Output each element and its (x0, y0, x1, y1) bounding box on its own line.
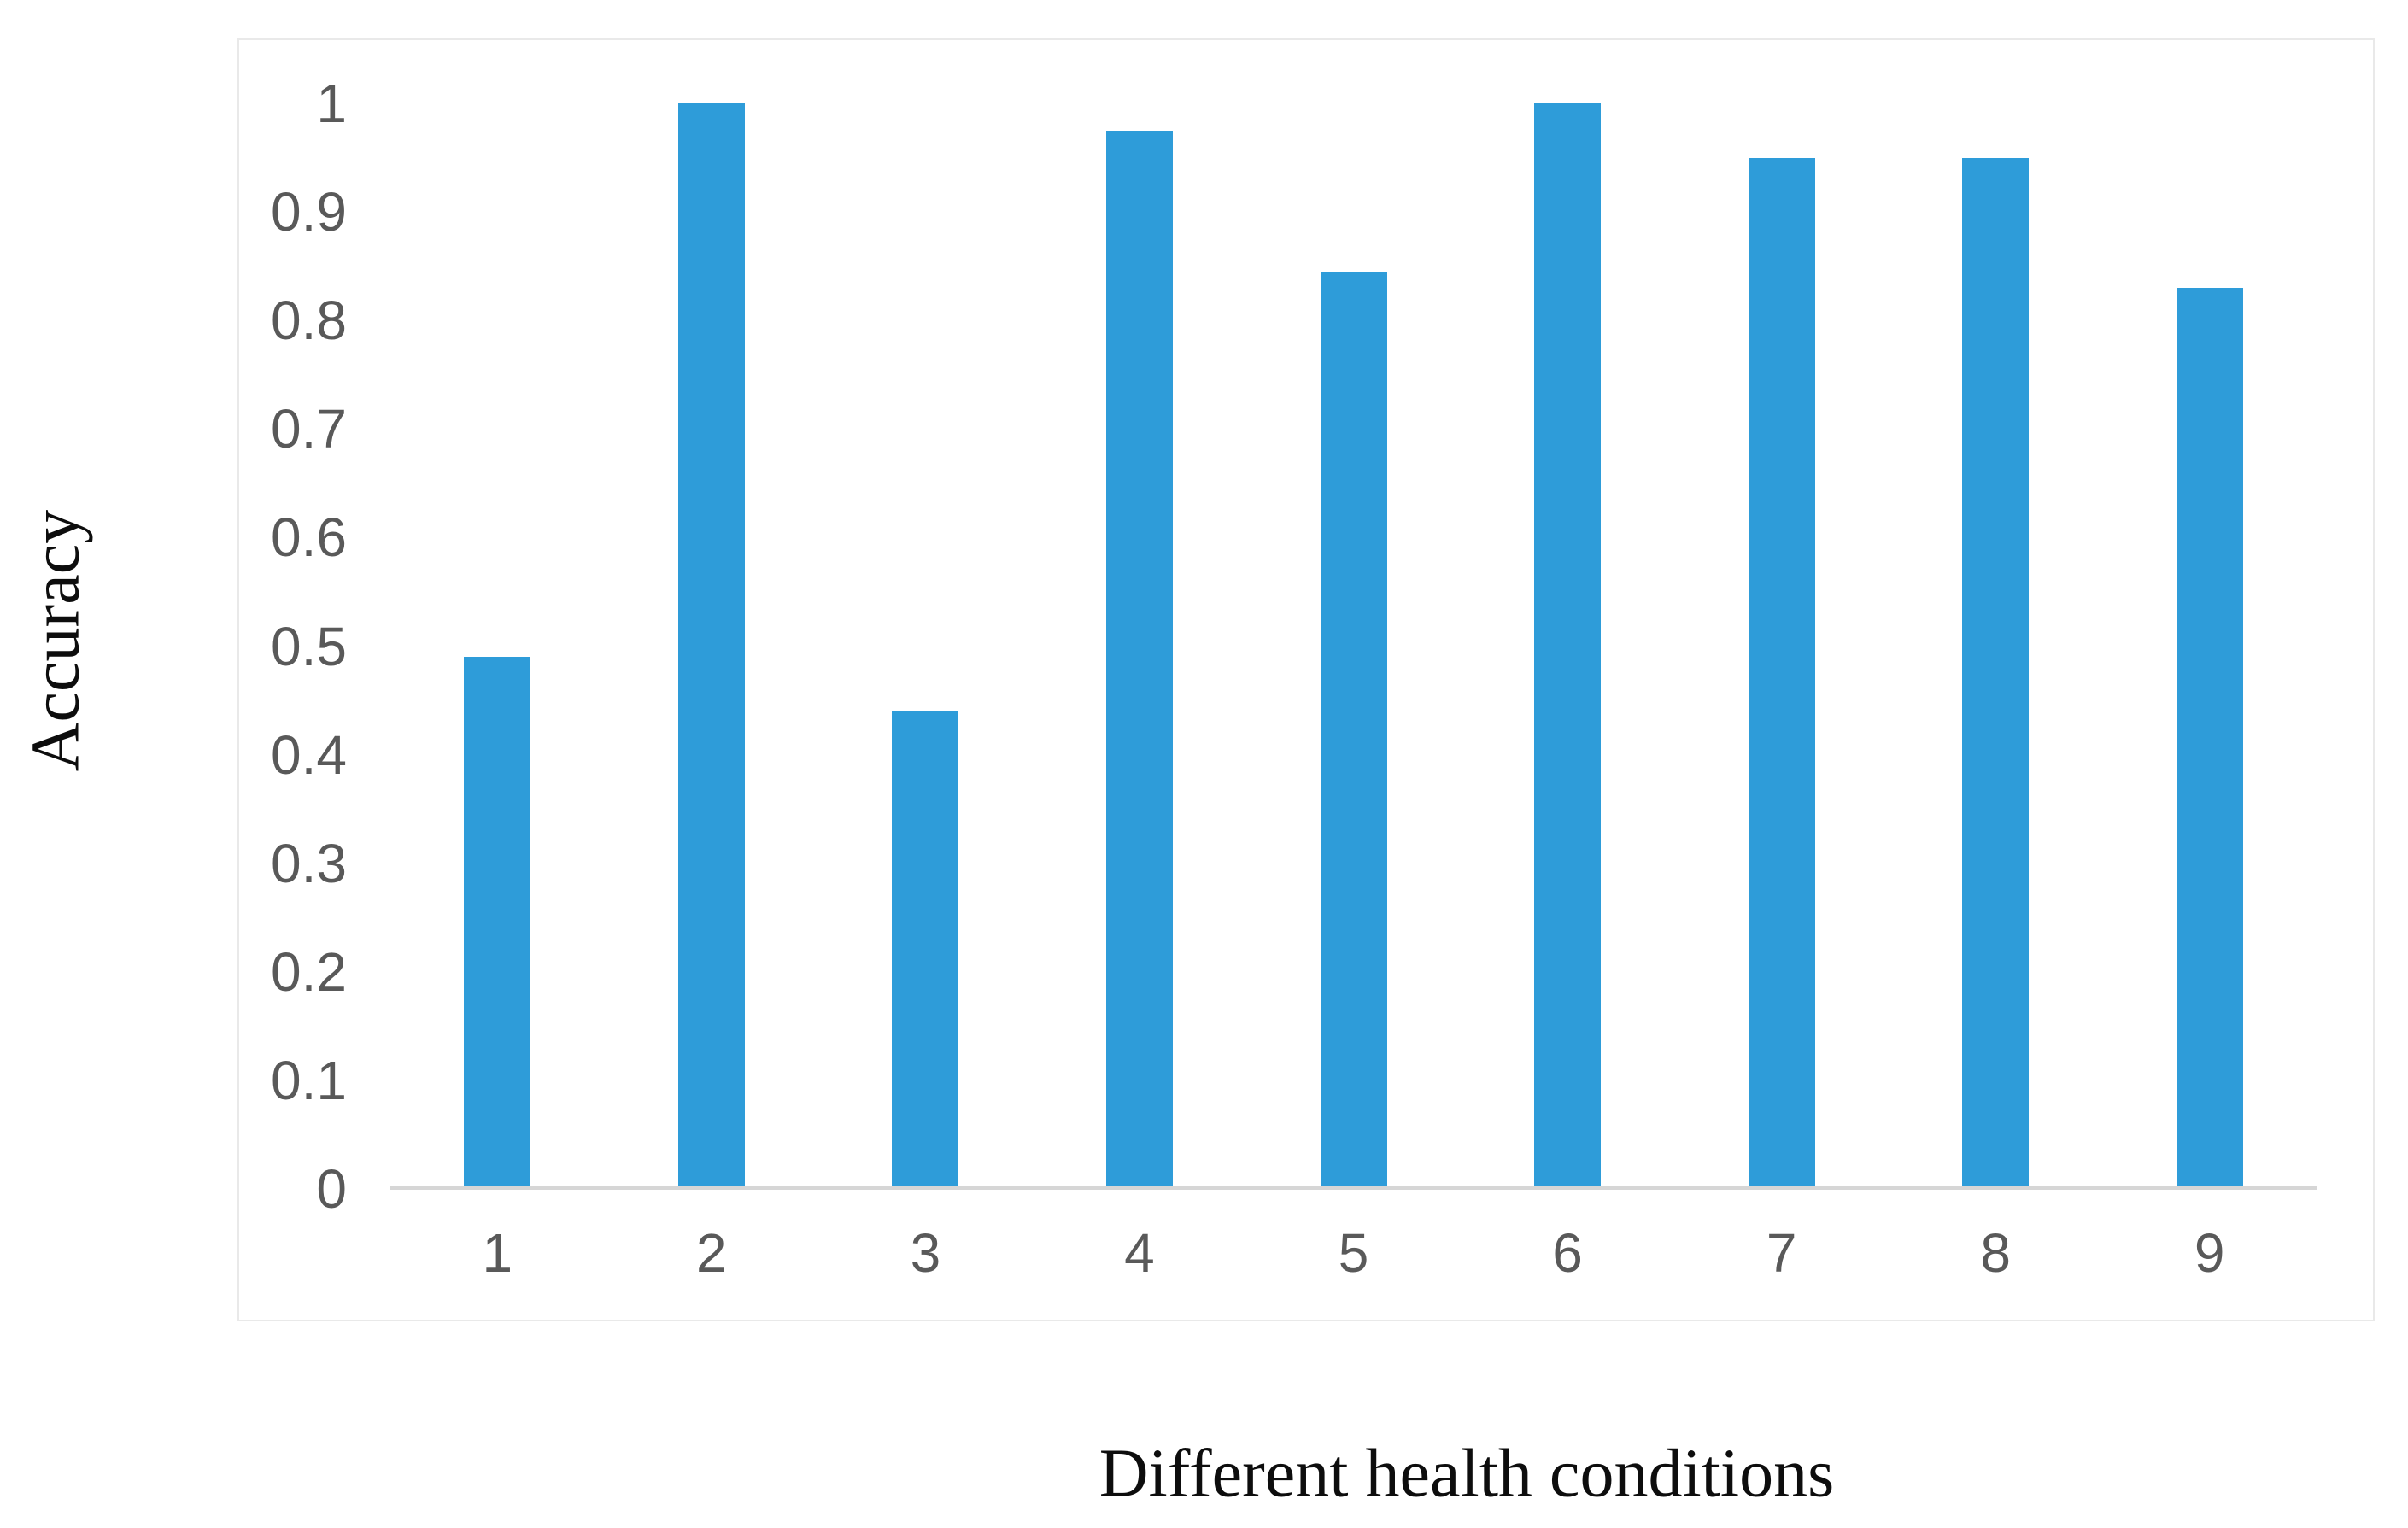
bar-category-9 (2177, 288, 2243, 1189)
y-axis-title: Accuracy (18, 509, 94, 772)
bar-category-5 (1321, 272, 1387, 1189)
x-category-label-9: 9 (2194, 1222, 2225, 1284)
x-category-label-1: 1 (482, 1222, 513, 1284)
x-category-label-7: 7 (1766, 1222, 1797, 1284)
x-category-label-8: 8 (1980, 1222, 2011, 1284)
y-tick-label-0.4: 0.4 (271, 723, 347, 786)
x-category-label-4: 4 (1124, 1222, 1155, 1284)
x-category-label-6: 6 (1552, 1222, 1583, 1284)
y-tick-label-0.1: 0.1 (271, 1049, 347, 1111)
x-category-label-5: 5 (1338, 1222, 1369, 1284)
bar-category-7 (1749, 158, 1815, 1189)
bar-category-6 (1534, 103, 1601, 1189)
y-tick-label-0.3: 0.3 (271, 832, 347, 894)
y-tick-label-0: 0 (316, 1158, 347, 1220)
plot-frame (237, 38, 2375, 1321)
bar-category-2 (678, 103, 745, 1189)
x-category-label-3: 3 (910, 1222, 941, 1284)
x-axis-title: Different health conditions (1099, 1436, 1835, 1512)
y-tick-label-0.9: 0.9 (271, 181, 347, 243)
y-tick-label-0.5: 0.5 (271, 615, 347, 677)
y-tick-label-1: 1 (316, 73, 347, 134)
x-category-label-2: 2 (696, 1222, 727, 1284)
bar-category-3 (892, 711, 958, 1189)
y-tick-label-0.7: 0.7 (271, 398, 347, 460)
y-tick-label-0.8: 0.8 (271, 290, 347, 352)
y-tick-label-0.6: 0.6 (271, 506, 347, 569)
bar-category-8 (1962, 158, 2029, 1189)
x-axis-line (390, 1186, 2317, 1190)
bar-category-4 (1106, 131, 1173, 1189)
bar-category-1 (464, 657, 530, 1189)
y-tick-label-0.2: 0.2 (271, 940, 347, 1003)
